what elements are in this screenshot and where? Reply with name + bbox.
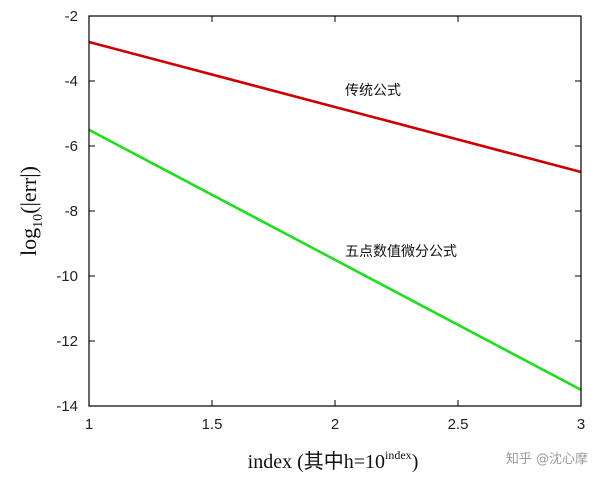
- y-tick-label: -4: [65, 73, 78, 90]
- annotation-traditional-formula: 传统公式: [345, 83, 401, 99]
- x-tick-label: 1: [85, 416, 93, 433]
- axis-ticks: 1 1.5 2 2.5 3 -2 -4 -6 -8 -10 -12 -14: [56, 8, 585, 433]
- x-tick-label: 2.5: [448, 416, 469, 433]
- x-tick-label: 3: [577, 416, 585, 433]
- y-tick-label: -2: [65, 8, 78, 25]
- y-tick-label: -14: [56, 398, 78, 415]
- watermark: 知乎 @沈心摩: [506, 451, 588, 467]
- y-axis-title: log10(|err|): [16, 166, 46, 256]
- plot-area: [88, 40, 582, 391]
- series-line-1: [88, 40, 582, 174]
- series-line-2: [88, 128, 582, 391]
- y-tick-label: -10: [56, 268, 78, 285]
- y-tick-label: -6: [65, 138, 78, 155]
- x-tick-label: 1.5: [202, 416, 223, 433]
- annotation-five-point-formula: 五点数值微分公式: [345, 244, 457, 260]
- x-axis-title: index (其中h=10index): [248, 448, 419, 473]
- y-tick-label: -8: [65, 203, 78, 220]
- x-tick-label: 2: [331, 416, 339, 433]
- y-tick-label: -12: [56, 333, 78, 350]
